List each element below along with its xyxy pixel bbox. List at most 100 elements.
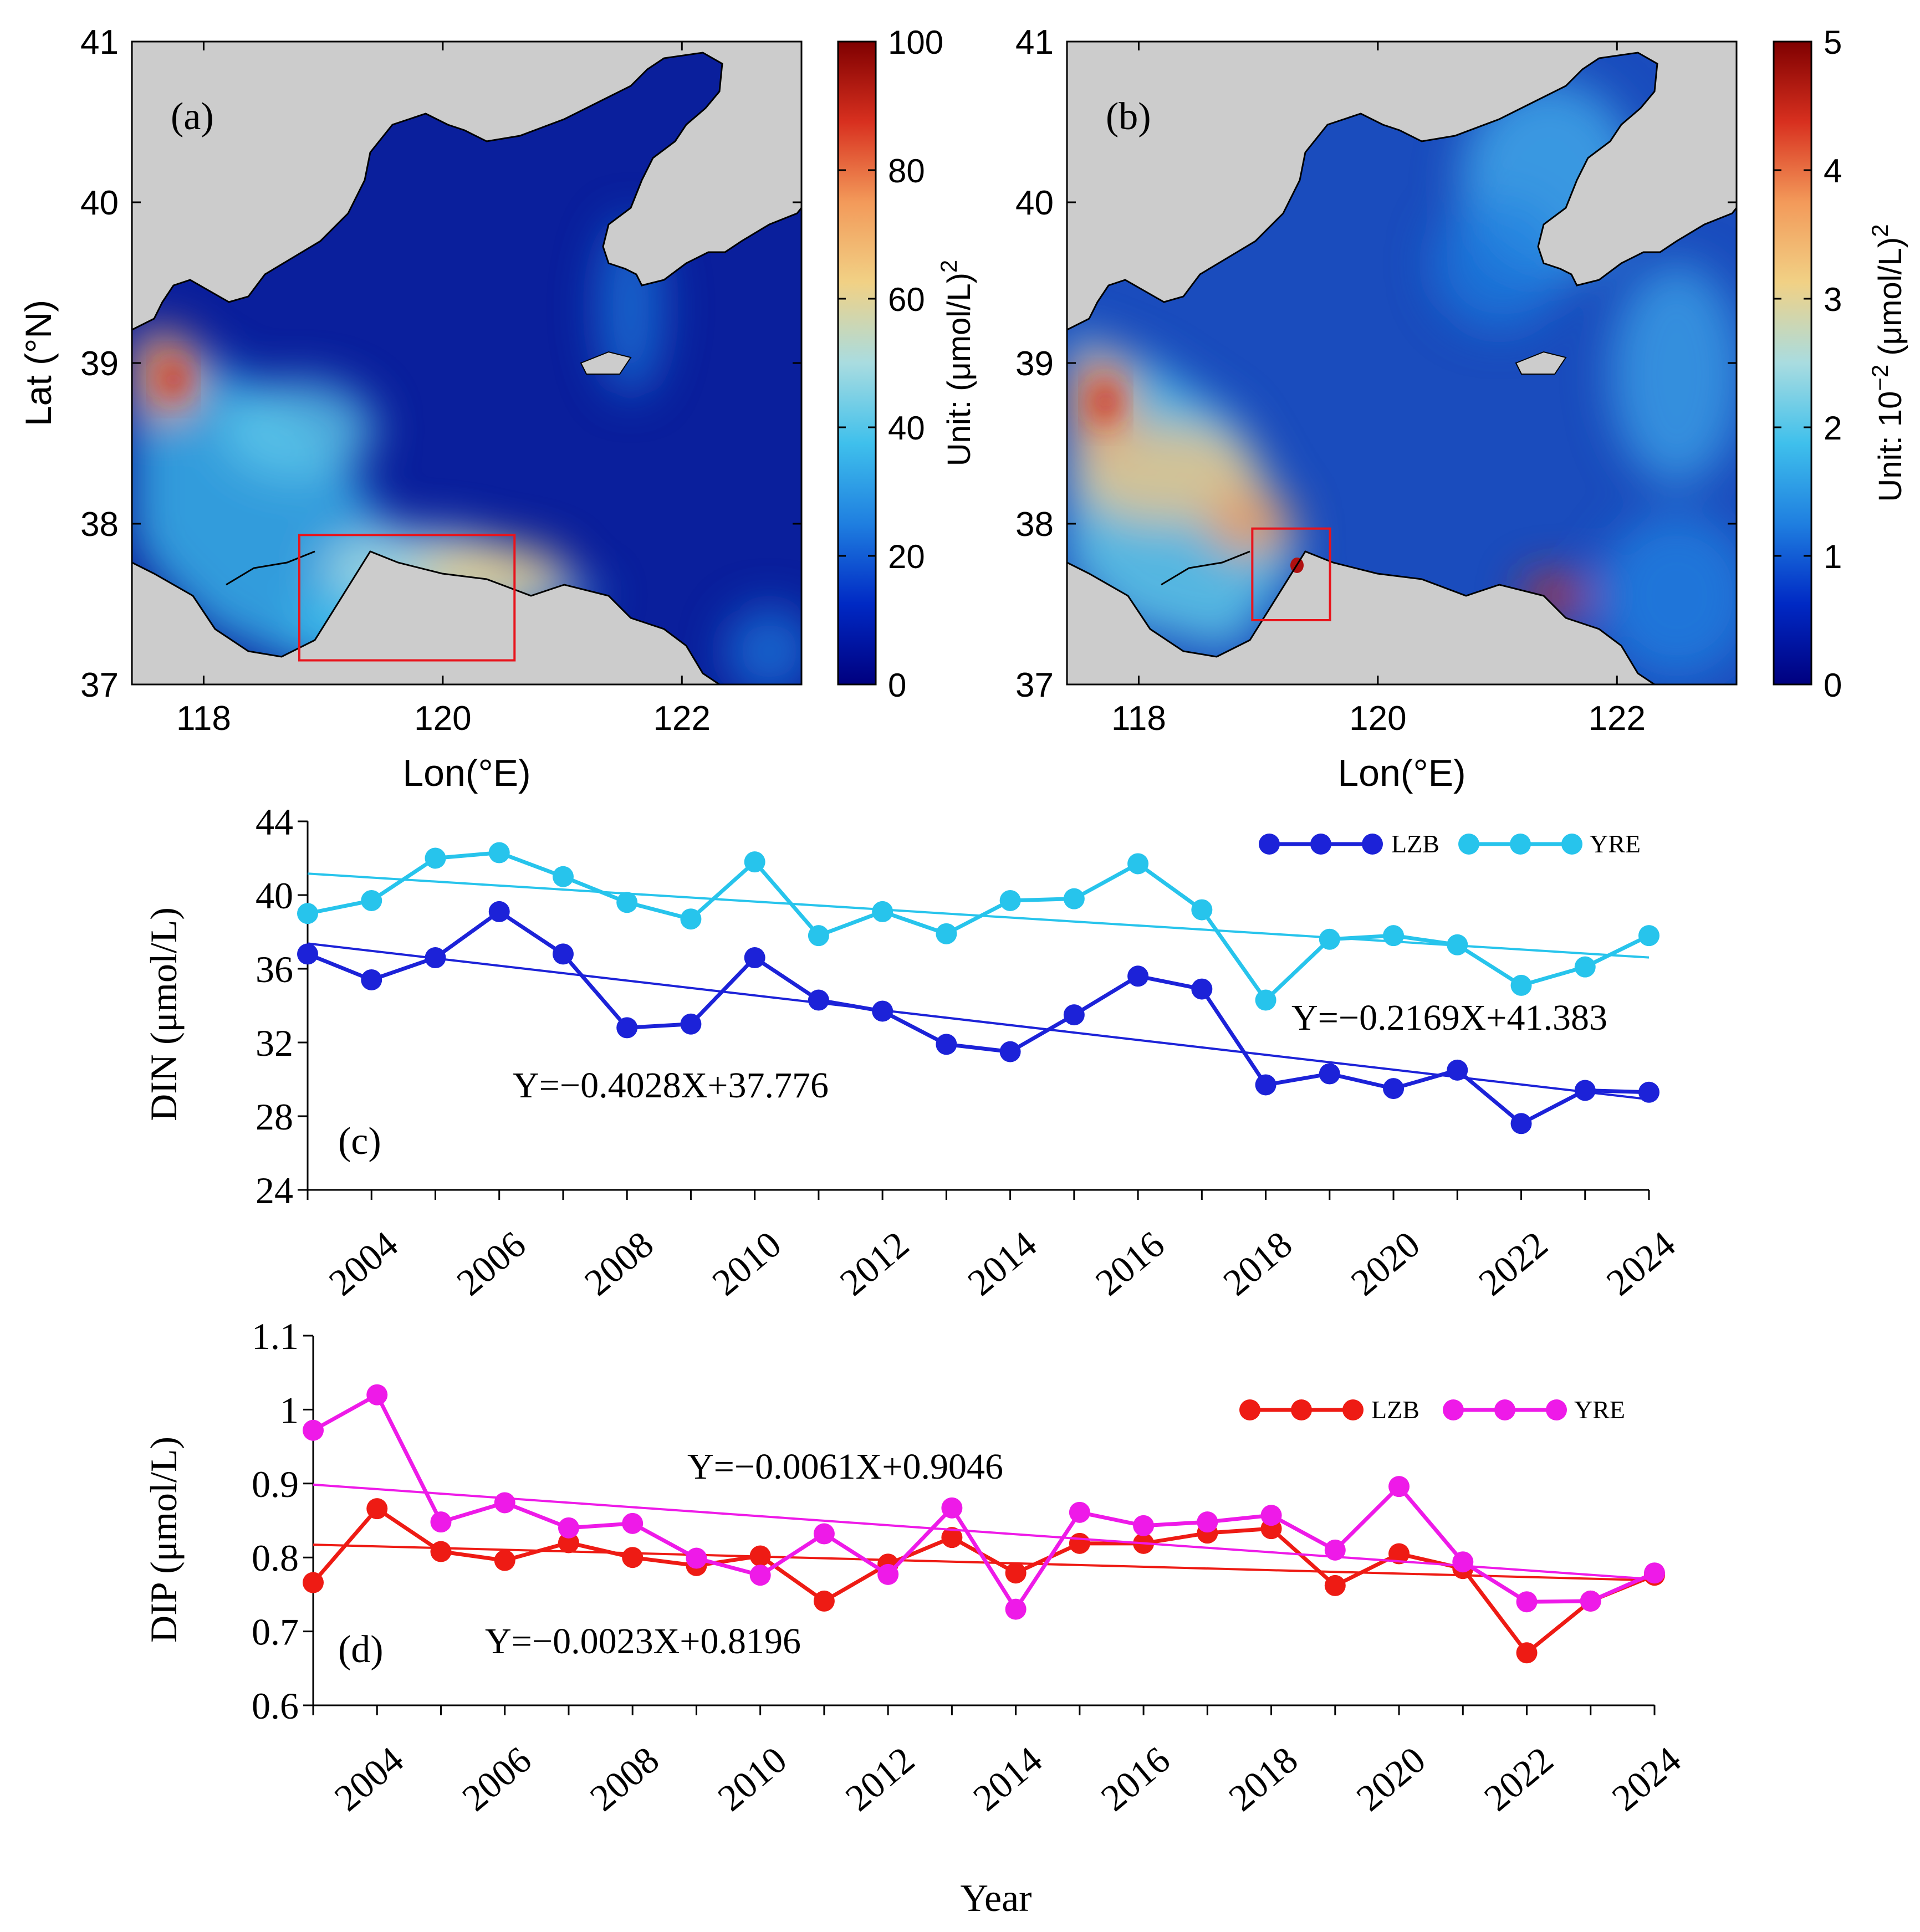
data-point-yre [1324, 1539, 1346, 1561]
data-point-yre [425, 847, 446, 869]
data-point-lzb [1510, 1113, 1532, 1134]
data-point-yre [1133, 1515, 1155, 1536]
data-point-yre [1383, 925, 1405, 947]
x-axis-label-a: Lon(°E) [402, 752, 530, 794]
data-point-yre [686, 1547, 707, 1569]
colorbar-label-a: Unit: (μmol/L)2 [936, 260, 977, 467]
colorbar-tick-label: 1 [1824, 538, 1842, 575]
y-tick-label: 0.6 [252, 1685, 299, 1727]
data-point-yre [1127, 853, 1149, 875]
data-point-lzb [430, 1541, 452, 1562]
y-tick-label: 44 [256, 801, 293, 843]
x-tick-label: 2004 [326, 1739, 411, 1819]
data-point-lzb [425, 947, 446, 969]
data-point-yre [616, 892, 638, 913]
x-tick-label: 2020 [1343, 1223, 1428, 1304]
data-point-lzb [680, 1013, 702, 1035]
y-axis-label-c: DIN (μmol/L) [142, 907, 185, 1121]
y-tick-label: 37 [1015, 666, 1054, 704]
highlight-box [1251, 527, 1331, 622]
colorbar-tick-label: 0 [1824, 667, 1842, 704]
legend-marker-lzb [1239, 1399, 1260, 1420]
trend-line-yre [313, 1483, 1655, 1581]
y-tick-label: 24 [256, 1169, 293, 1212]
colorbar-tick-label: 40 [888, 410, 925, 447]
legend-label-lzb: LZB [1371, 1396, 1419, 1424]
colorbar-tick-label: 3 [1824, 281, 1842, 318]
y-tick-label: 1.1 [252, 1315, 299, 1357]
map-panel-dip-variance [1066, 40, 1738, 686]
colorbar-tick-label: 0 [888, 667, 906, 704]
colorbar-tick-label: 80 [888, 152, 925, 190]
data-point-yre [1319, 928, 1340, 950]
equation-yre-c: Y=−0.2169X+41.383 [1291, 998, 1607, 1038]
data-point-yre [1069, 1501, 1090, 1523]
data-point-lzb [366, 1498, 388, 1520]
x-tick-label: 2006 [448, 1223, 533, 1304]
data-point-lzb [1383, 1078, 1405, 1100]
legend-marker-yre [1494, 1399, 1515, 1420]
data-point-yre [877, 1563, 899, 1585]
data-point-yre [872, 901, 893, 922]
panel-label-d: (d) [338, 1628, 384, 1671]
data-point-lzb [1063, 1004, 1085, 1026]
legend-marker-lzb [1342, 1399, 1364, 1420]
data-point-yre [1574, 956, 1596, 978]
legend-label-lzb: LZB [1391, 830, 1439, 858]
y-tick-label: 39 [80, 345, 119, 383]
x-tick-label: 2016 [1087, 1223, 1172, 1304]
data-point-lzb [1069, 1532, 1090, 1554]
legend-marker-lzb [1291, 1399, 1312, 1420]
x-tick-label: 2010 [704, 1223, 789, 1304]
din-time-series-panel: 24 28 32 36 40 44 2004 2006 2008 2010 2012 2014 2016… [142, 801, 1683, 1304]
data-point-yre [1063, 888, 1085, 909]
colorbar-label-b: Unit: 10−2 (μmol/L)2 [1867, 224, 1908, 502]
data-point-lzb [558, 1532, 579, 1553]
data-point-yre [1197, 1511, 1218, 1533]
colorbar-tick-label: 100 [888, 24, 943, 61]
colorbar-label-a-text: Unit: (μmol/L) [941, 273, 977, 466]
data-point-lzb [297, 943, 318, 965]
data-point-lzb [936, 1034, 957, 1055]
colorbar-tick-label: 4 [1824, 152, 1842, 190]
colorbar-label-a-sup: 2 [936, 260, 962, 273]
equation-lzb-d: Y=−0.0023X+0.8196 [485, 1621, 801, 1662]
y-tick-label: 38 [1015, 505, 1054, 544]
legend-marker-yre [1510, 834, 1531, 855]
data-point-yre [1452, 1551, 1474, 1573]
x-tick-label: 2008 [582, 1739, 667, 1819]
y-tick-label: 41 [80, 23, 119, 62]
x-tick-label: 2010 [709, 1739, 794, 1819]
y-axis-label-d: DIP (μmol/L) [142, 1437, 185, 1643]
data-point-yre [749, 1565, 771, 1586]
legend-marker-yre [1561, 834, 1582, 855]
x-tick-label: 118 [176, 699, 231, 738]
data-point-yre [1580, 1590, 1601, 1612]
x-tick-label: 120 [1349, 699, 1406, 738]
data-point-lzb [488, 901, 510, 922]
data-point-yre [999, 890, 1021, 911]
data-point-yre [366, 1384, 388, 1405]
data-point-lzb [1574, 1080, 1596, 1101]
data-point-lzb [616, 1017, 638, 1039]
data-point-yre [1191, 899, 1213, 921]
data-point-lzb [1638, 1081, 1659, 1103]
data-point-lzb [1516, 1642, 1538, 1664]
data-point-yre [488, 842, 510, 863]
series-line-lzb [307, 909, 1650, 1126]
x-tick-label: 2024 [1604, 1739, 1689, 1819]
legend-marker-yre [1443, 1399, 1464, 1420]
y-tick-label: 1 [280, 1389, 299, 1431]
y-tick-label: 41 [1015, 23, 1054, 62]
x-tick-label: 2020 [1349, 1739, 1433, 1819]
data-point-yre [558, 1517, 579, 1539]
data-point-yre [1260, 1505, 1282, 1526]
colorbar-b [1773, 40, 1812, 686]
data-point-lzb [1447, 1059, 1468, 1081]
colorbar-tick-label: 60 [888, 281, 925, 318]
x-tick-label: 2022 [1470, 1223, 1555, 1304]
y-tick-label: 37 [80, 666, 119, 704]
x-tick-label: 122 [1589, 699, 1646, 738]
x-axis-label-b: Lon(°E) [1337, 752, 1465, 794]
